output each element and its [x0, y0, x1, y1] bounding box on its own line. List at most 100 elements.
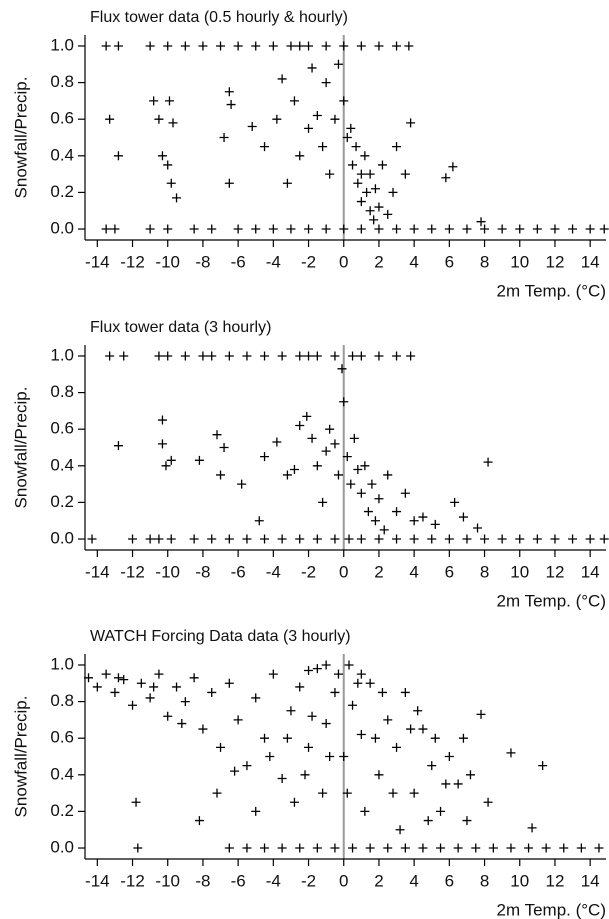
point	[272, 114, 282, 124]
point	[370, 184, 380, 194]
point	[550, 224, 560, 234]
point	[339, 224, 349, 234]
point	[453, 843, 463, 853]
point	[145, 41, 155, 51]
point	[282, 733, 292, 743]
x-tick-label: -2	[301, 252, 316, 271]
x-tick-label: -12	[120, 562, 145, 581]
point	[406, 724, 416, 734]
point	[444, 224, 454, 234]
y-tick-label: 1.0	[50, 35, 74, 54]
x-tick-label: -4	[266, 871, 281, 890]
x-tick-label: -10	[155, 871, 180, 890]
x-tick-label: -2	[301, 562, 316, 581]
point	[84, 673, 94, 683]
x-tick-label: -6	[231, 252, 246, 271]
point	[304, 742, 314, 752]
point	[418, 843, 428, 853]
point	[356, 534, 366, 544]
point	[295, 351, 305, 361]
point	[339, 752, 349, 761]
point	[119, 351, 129, 361]
point	[344, 534, 354, 544]
point	[157, 415, 167, 425]
point	[268, 224, 278, 234]
point	[295, 41, 305, 51]
x-axis-label: 2m Temp. (°C)	[497, 591, 606, 610]
y-tick-label: 0.4	[50, 455, 74, 474]
point	[392, 142, 402, 152]
point	[325, 424, 335, 434]
point	[219, 133, 229, 142]
point	[180, 41, 190, 51]
point	[360, 151, 370, 161]
point	[356, 224, 366, 234]
point	[295, 843, 305, 853]
point	[242, 761, 252, 771]
x-tick-label: -14	[85, 871, 110, 890]
point	[230, 766, 240, 776]
point	[321, 78, 331, 88]
point	[330, 843, 340, 853]
point	[483, 457, 493, 467]
point	[330, 687, 340, 697]
point	[113, 441, 123, 451]
point	[194, 816, 204, 826]
point	[172, 193, 182, 203]
point	[527, 823, 537, 833]
point	[154, 534, 164, 544]
point	[304, 224, 314, 234]
point	[304, 41, 314, 51]
point	[307, 63, 317, 73]
point	[128, 534, 138, 544]
point	[260, 733, 270, 743]
point	[145, 534, 155, 544]
point	[532, 224, 542, 234]
point	[300, 770, 310, 780]
point	[409, 516, 419, 526]
point	[157, 439, 167, 449]
point	[330, 534, 340, 544]
point	[427, 761, 437, 771]
panel-title: WATCH Forcing Data data (3 hourly)	[90, 628, 351, 645]
point	[444, 752, 454, 761]
x-tick-label: 14	[581, 252, 600, 271]
point	[346, 479, 356, 489]
point	[277, 74, 287, 84]
point	[304, 123, 314, 133]
point	[113, 673, 123, 683]
x-tick-label: 8	[480, 562, 489, 581]
point	[406, 118, 416, 128]
point	[168, 118, 178, 128]
point	[295, 151, 305, 161]
x-tick-label: 12	[545, 252, 564, 271]
point	[163, 224, 173, 234]
x-tick-label: 2	[374, 562, 383, 581]
y-tick-label: 0.2	[50, 182, 74, 201]
point	[277, 534, 287, 544]
point	[374, 202, 384, 212]
point	[224, 178, 234, 188]
point	[409, 788, 419, 798]
point	[212, 430, 222, 440]
x-tick-label: -14	[85, 562, 110, 581]
point	[383, 470, 393, 480]
y-tick-label: 0.2	[50, 492, 74, 511]
point	[163, 351, 173, 361]
point	[216, 470, 226, 480]
point	[462, 224, 472, 234]
point	[226, 100, 236, 110]
point	[260, 843, 270, 853]
point	[370, 516, 380, 526]
point	[418, 512, 428, 522]
y-tick-label: 0.8	[50, 691, 74, 710]
point	[247, 122, 257, 132]
point	[242, 843, 252, 853]
point	[307, 433, 317, 443]
point	[154, 669, 164, 679]
point	[362, 187, 372, 197]
point	[480, 224, 490, 234]
point	[189, 224, 199, 234]
point	[346, 123, 356, 133]
